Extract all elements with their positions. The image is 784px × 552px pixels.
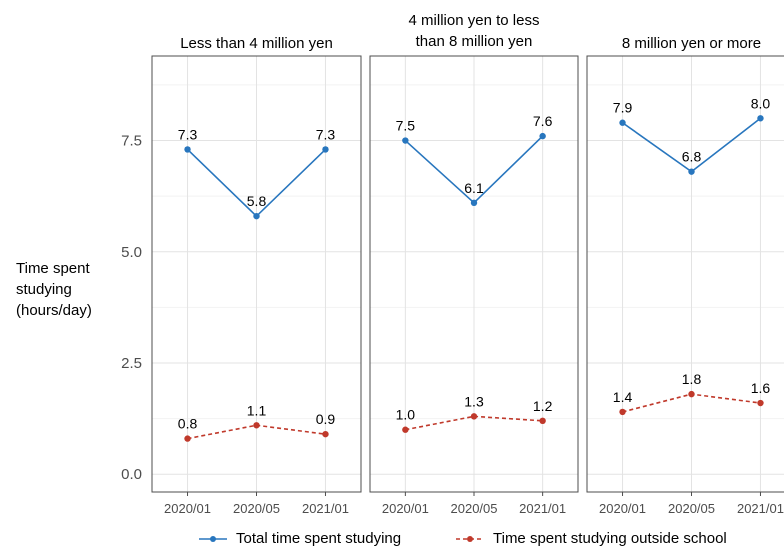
y-tick-label: 7.5 <box>121 133 142 150</box>
data-label: 8.0 <box>751 95 771 111</box>
panel-title: 4 million yen to less <box>409 12 540 29</box>
data-point <box>539 132 546 140</box>
data-point <box>470 413 478 420</box>
panel-title: Less than 4 million yen <box>180 35 333 52</box>
data-label: 1.1 <box>247 402 267 418</box>
chart: 0.0 2.5 5.0 7.5 2020/01 2020/05 2021/01 Less th… <box>121 12 784 516</box>
y-tick-label: 5.0 <box>121 244 142 261</box>
panel-title: 8 million yen or more <box>622 35 761 52</box>
y-tick-label: 2.5 <box>121 355 142 372</box>
data-point <box>688 390 695 398</box>
data-label: 7.9 <box>613 100 633 116</box>
data-label: 6.1 <box>464 180 484 196</box>
legend-item-total: Total time spent studying <box>198 530 401 547</box>
data-point <box>619 408 626 416</box>
legend: Total time spent studying Time spent stu… <box>0 530 784 552</box>
data-label: 7.3 <box>178 126 198 142</box>
y-axis-label-line-2: studying <box>16 281 72 298</box>
y-axis-label: Time spent studying (hours/day) <box>16 258 126 321</box>
x-tick-label: 2021/01 <box>519 501 566 516</box>
data-label: 0.8 <box>178 416 198 432</box>
data-label: 6.8 <box>682 149 702 165</box>
data-point <box>184 435 191 442</box>
data-point <box>470 199 478 207</box>
x-tick-label: 2020/05 <box>451 501 498 516</box>
x-tick-label: 2021/01 <box>737 501 784 516</box>
data-label: 7.5 <box>396 118 416 134</box>
data-label: 1.6 <box>751 380 771 396</box>
data-point <box>402 426 409 433</box>
legend-label-outside: Time spent studying outside school <box>493 530 727 547</box>
data-point <box>322 430 329 438</box>
data-label: 5.8 <box>247 193 267 209</box>
panel-title: than 8 million yen <box>416 33 533 50</box>
x-tick-label: 2020/01 <box>164 501 211 516</box>
series-line <box>405 415 543 431</box>
x-tick-label: 2020/05 <box>233 501 280 516</box>
y-tick-label: 0.0 <box>121 466 142 483</box>
data-point <box>619 119 626 126</box>
data-label: 7.6 <box>533 113 553 129</box>
y-axis-label-line-1: Time spent <box>16 260 90 277</box>
data-label: 1.8 <box>682 371 702 387</box>
data-point <box>757 115 764 122</box>
legend-key-total-icon <box>199 535 227 542</box>
legend-item-outside: Time spent studying outside school <box>455 530 727 547</box>
data-label: 1.4 <box>613 389 633 405</box>
data-label: 0.9 <box>316 411 336 427</box>
data-point <box>688 168 695 175</box>
data-label: 1.3 <box>464 393 484 409</box>
data-point <box>402 137 409 144</box>
data-point <box>253 422 260 429</box>
legend-key-outside-icon <box>456 535 484 542</box>
data-point <box>322 146 329 153</box>
data-label: 1.0 <box>396 407 416 423</box>
x-tick-label: 2021/01 <box>302 501 349 516</box>
data-point <box>253 212 260 220</box>
x-tick-label: 2020/05 <box>668 501 715 516</box>
data-label: 1.2 <box>533 398 553 414</box>
data-point <box>539 417 546 425</box>
data-point <box>184 146 191 153</box>
legend-label-total: Total time spent studying <box>236 530 402 547</box>
panel-background <box>587 56 784 492</box>
data-label: 7.3 <box>316 126 336 142</box>
x-tick-label: 2020/01 <box>382 501 429 516</box>
data-point <box>757 399 764 407</box>
x-tick-label: 2020/01 <box>599 501 646 516</box>
y-axis-label-line-3: (hours/day) <box>16 302 92 319</box>
